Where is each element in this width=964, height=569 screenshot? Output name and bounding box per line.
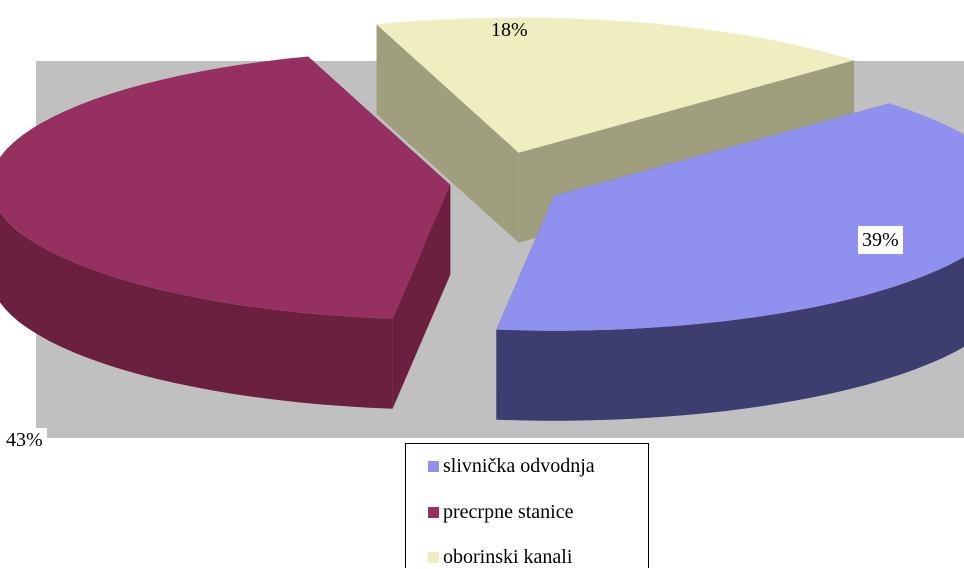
slice-side-wall [496,256,964,421]
slice-top-face [496,103,964,331]
data-label-precrpne-stanice: 43% [6,428,47,452]
pie-slice [496,103,964,421]
slice-top-face [376,17,854,153]
pie-slice [0,56,451,409]
legend-swatch [428,460,439,472]
legend: slivnička odvodnja precrpne stanice obor… [405,443,649,568]
legend-label: oborinski kanali [443,546,573,568]
legend-swatch [428,506,439,518]
slice-top-face [0,56,451,319]
legend-item-precrpne-stanice: precrpne stanice [428,500,573,524]
legend-swatch [428,551,439,563]
data-label-oborinski-kanali: 18% [491,19,528,41]
slice-side-wall [0,212,393,409]
legend-label: precrpne stanice [443,501,574,523]
legend-label: slivnička odvodnja [443,455,595,477]
legend-item-slivnicka-odvodnja: slivnička odvodnja [428,454,595,478]
legend-item-oborinski-kanali: oborinski kanali [428,545,572,569]
pie-slices [0,17,964,421]
data-label-slivnicka-odvodnja: 39% [858,226,903,254]
slice-radial-face [376,24,519,243]
